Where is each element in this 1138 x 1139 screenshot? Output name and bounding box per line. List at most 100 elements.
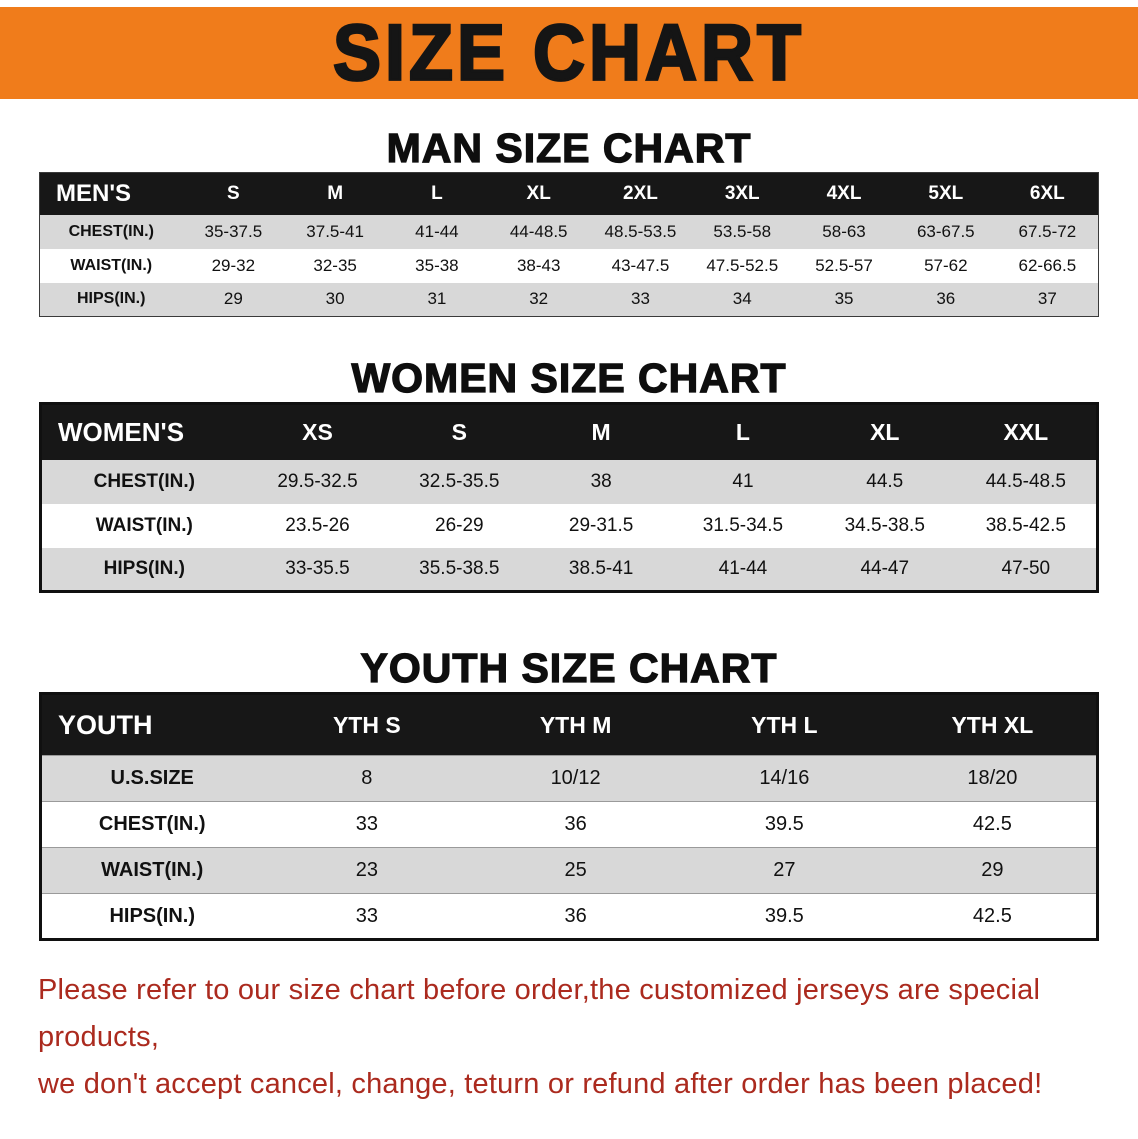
- size-value-cell: 36: [471, 893, 680, 940]
- row-label-cell: CHEST(IN.): [68, 222, 154, 240]
- youth-size-section: YOUTH SIZE CHART YOUTH YTH S YTH M YTH L YTH…: [0, 644, 1138, 941]
- size-value-cell: 25: [471, 847, 680, 894]
- size-column-header: 3XL: [691, 172, 794, 215]
- size-value-cell: 38-43: [516, 255, 561, 275]
- size-value-cell: 47-50: [1001, 557, 1051, 579]
- size-column-header: XXL: [955, 403, 1098, 460]
- size-value-cell: 32-35: [313, 255, 357, 275]
- size-column-header: 2XL: [589, 172, 692, 215]
- size-column-header: XL: [487, 172, 590, 215]
- size-value-cell: 37.5-41: [306, 221, 364, 241]
- row-label-cell: WAIST(IN.): [40, 847, 263, 894]
- size-value-cell: 31: [427, 289, 447, 309]
- table-header-row: MEN'S S M L XL 2XL 3XL 4XL 5XL 6XL: [39, 172, 1099, 215]
- size-value-cell: 52.5-57: [815, 255, 873, 275]
- size-column-header: YTH XL: [888, 693, 1098, 756]
- size-value-cell: 47.5-52.5: [706, 255, 779, 275]
- men-section-heading: MAN SIZE CHART: [386, 124, 752, 171]
- size-value-cell: 41-44: [718, 557, 768, 579]
- size-value-cell: 42.5: [888, 801, 1098, 848]
- size-value-cell: 44-48.5: [509, 221, 568, 241]
- size-value-cell: 38.5-41: [568, 557, 634, 579]
- row-label-cell: CHEST(IN.): [93, 470, 195, 492]
- size-value-cell: 63-67.5: [916, 221, 975, 241]
- size-column-header: L: [386, 172, 488, 215]
- size-value-cell: 44.5: [866, 470, 904, 492]
- size-value-cell: 32: [529, 289, 549, 309]
- size-column-header: XL: [813, 403, 956, 460]
- size-value-cell: 48.5-53.5: [604, 221, 677, 241]
- measurement-row: WAIST(IN.) 29-32 32-35 35-38 38-43 43-47.5 47.…: [39, 248, 1099, 283]
- size-value-cell: 57-62: [924, 255, 968, 275]
- size-value-cell: 31.5-34.5: [702, 514, 784, 536]
- size-value-cell: 39.5: [679, 893, 889, 940]
- size-value-cell: 62-66.5: [1018, 255, 1077, 275]
- size-value-cell: 35-37.5: [204, 221, 263, 241]
- measurement-row: WAIST(IN.) 23 25 27 29: [40, 847, 1098, 894]
- size-value-cell: 18/20: [888, 755, 1098, 802]
- row-label-cell: U.S.SIZE: [40, 755, 263, 802]
- size-value-cell: 34.5-38.5: [844, 514, 925, 536]
- size-value-cell: 23: [262, 847, 472, 894]
- measurement-row: HIPS(IN.) 33 36 39.5 42.5: [40, 893, 1098, 940]
- size-column-header: L: [672, 403, 814, 460]
- size-column-header: S: [388, 403, 531, 460]
- row-label-cell: HIPS(IN.): [40, 893, 263, 940]
- size-value-cell: 44-47: [860, 557, 910, 579]
- size-value-cell: 34: [732, 289, 752, 309]
- size-value-cell: 58-63: [822, 221, 866, 241]
- measurement-row: CHEST(IN.) 33 36 39.5 42.5: [40, 801, 1098, 848]
- measurement-row: HIPS(IN.) 29 30 31 32 33 34 35 36 37: [39, 282, 1099, 317]
- size-value-cell: 41-44: [415, 221, 459, 241]
- table-title-cell: YOUTH: [40, 693, 263, 756]
- size-value-cell: 29-32: [211, 255, 256, 275]
- banner: SIZE CHART: [0, 7, 1138, 99]
- page-title: SIZE CHART: [332, 8, 805, 99]
- row-label-cell: WAIST(IN.): [95, 514, 193, 536]
- size-value-cell: 29: [888, 847, 1098, 894]
- size-column-header: S: [182, 172, 285, 215]
- size-value-cell: 33: [262, 893, 472, 940]
- measurement-row: CHEST(IN.) 29.5-32.5 32.5-35.5 38 41 44.5 44.5…: [40, 459, 1098, 504]
- women-section-heading: WOMEN SIZE CHART: [351, 354, 787, 401]
- size-column-header: 4XL: [793, 172, 895, 215]
- measurement-row: HIPS(IN.) 33-35.5 35.5-38.5 38.5-41 41-44 44-…: [40, 547, 1098, 592]
- women-size-table: WOMEN'S XS S M L XL XXL CHEST(IN.) 29.5-32.5 32.5…: [39, 402, 1099, 593]
- size-value-cell: 27: [679, 847, 889, 894]
- size-column-header: 5XL: [894, 172, 997, 215]
- disclaimer-text: Please refer to our size chart before or…: [38, 967, 1108, 1108]
- size-value-cell: 44.5-48.5: [985, 470, 1066, 492]
- row-label-cell: HIPS(IN.): [103, 557, 185, 579]
- row-label-cell: CHEST(IN.): [40, 801, 263, 848]
- size-value-cell: 26-29: [435, 514, 484, 536]
- size-value-cell: 32.5-35.5: [419, 470, 500, 492]
- size-value-cell: 37: [1037, 289, 1057, 309]
- size-value-cell: 29.5-32.5: [277, 470, 358, 492]
- youth-section-heading: YOUTH SIZE CHART: [360, 644, 778, 691]
- size-value-cell: 30: [325, 289, 345, 309]
- size-value-cell: 43-47.5: [611, 255, 670, 275]
- size-value-cell: 36: [936, 289, 956, 309]
- size-value-cell: 8: [262, 755, 472, 802]
- women-size-section: WOMEN SIZE CHART WOMEN'S XS S M L XL XXL CHEST(…: [0, 354, 1138, 593]
- size-column-header: 6XL: [996, 172, 1099, 215]
- measurement-row: U.S.SIZE 8 10/12 14/16 18/20: [40, 755, 1098, 802]
- row-label-cell: HIPS(IN.): [77, 290, 146, 308]
- table-title-cell: MEN'S: [39, 172, 183, 215]
- size-value-cell: 39.5: [679, 801, 889, 848]
- size-value-cell: 33: [262, 801, 472, 848]
- measurement-row: CHEST(IN.) 35-37.5 37.5-41 41-44 44-48.5 48.5…: [39, 214, 1099, 249]
- size-column-header: XS: [246, 403, 389, 460]
- men-size-section: MAN SIZE CHART MEN'S S M L XL 2XL 3XL 4XL 5XL 6XL…: [0, 124, 1138, 317]
- size-value-cell: 38.5-42.5: [985, 514, 1066, 536]
- size-value-cell: 67.5-72: [1018, 221, 1077, 241]
- size-column-header: M: [530, 403, 673, 460]
- men-size-table: MEN'S S M L XL 2XL 3XL 4XL 5XL 6XL CHEST(IN.) 35-37…: [39, 172, 1099, 317]
- size-value-cell: 35-38: [415, 255, 459, 275]
- size-column-header: M: [284, 172, 387, 215]
- size-value-cell: 53.5-58: [713, 221, 772, 241]
- size-value-cell: 33: [631, 289, 650, 309]
- size-value-cell: 10/12: [471, 755, 680, 802]
- table-header-row: WOMEN'S XS S M L XL XXL: [40, 403, 1098, 460]
- size-value-cell: 38: [590, 470, 612, 492]
